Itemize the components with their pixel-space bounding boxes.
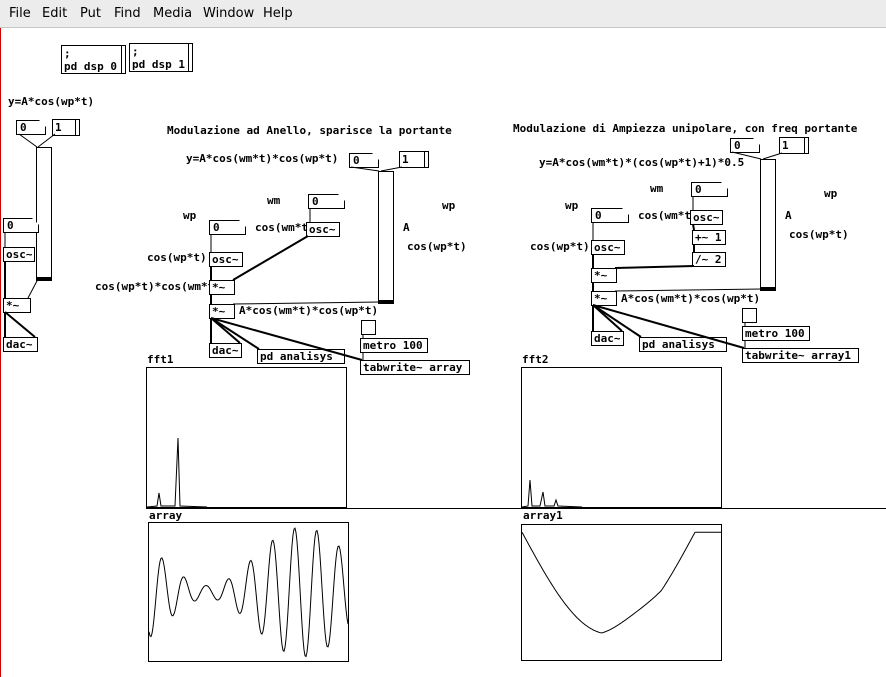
mid-number-wp[interactable]: 0: [209, 220, 246, 235]
fft1-label: fft1: [147, 353, 174, 366]
mid-dac[interactable]: dac~: [209, 343, 242, 358]
right-metro[interactable]: metro 100: [742, 326, 810, 341]
mid-osc-wm[interactable]: osc~: [306, 222, 340, 237]
left-formula: y=A*cos(wp*t): [8, 95, 95, 108]
right-pd-analisys[interactable]: pd analisys: [639, 337, 727, 352]
array-label: array: [149, 509, 183, 522]
right-osc-wm[interactable]: osc~: [690, 210, 723, 225]
right-wm-label: wm: [650, 182, 664, 195]
mid-metro[interactable]: metro 100: [360, 338, 428, 353]
mid-a-label: A: [403, 221, 410, 234]
right-tabwrite[interactable]: tabwrite~ array1: [742, 348, 859, 363]
array1-waveform: [521, 531, 721, 634]
left-message-1[interactable]: 1: [52, 119, 80, 136]
right-coswm-comment: cos(wm*t): [638, 209, 698, 222]
mid-number-a[interactable]: 0: [349, 153, 379, 168]
right-amplitude-slider[interactable]: [760, 159, 776, 291]
mid-title: Modulazione ad Anello, sparisce la porta…: [167, 124, 452, 137]
left-number-freq[interactable]: 0: [3, 218, 39, 233]
menu-file[interactable]: File: [9, 6, 31, 21]
mid-amplitude-slider[interactable]: [378, 171, 394, 304]
menu-bar: File Edit Put Find Media Window Help: [0, 0, 886, 28]
mid-wp-right-label: wp: [442, 199, 456, 212]
right-number-wm[interactable]: 0: [691, 182, 728, 197]
mid-wm-label: wm: [267, 194, 281, 207]
right-result-comment: A*cos(wm*t)*cos(wp*t): [621, 292, 761, 305]
left-amplitude-slider[interactable]: [36, 147, 52, 281]
fft2-label: fft2: [522, 353, 549, 366]
mid-multiply-2[interactable]: *~: [209, 304, 235, 319]
waveform-line: [148, 527, 349, 658]
mid-coswp-comment: cos(wp*t): [147, 251, 207, 264]
array-graph[interactable]: [148, 522, 349, 662]
mid-message-1[interactable]: 1: [399, 151, 429, 168]
right-multiply-1[interactable]: *~: [591, 268, 617, 283]
right-number-a[interactable]: 0: [730, 138, 760, 153]
right-coswp-right: cos(wp*t): [789, 228, 849, 241]
right-add[interactable]: +~ 1: [692, 230, 726, 245]
menu-media[interactable]: Media: [153, 6, 193, 21]
right-osc-wp[interactable]: osc~: [591, 240, 625, 255]
right-dac[interactable]: dac~: [591, 331, 624, 346]
window-edge: [0, 28, 1, 677]
mid-coswp-right: cos(wp*t): [407, 240, 467, 253]
right-wp-label: wp: [565, 199, 579, 212]
mid-osc-wp[interactable]: osc~: [209, 252, 243, 267]
left-dac[interactable]: dac~: [3, 337, 38, 352]
mid-coswm-comment: cos(wm*t): [255, 221, 315, 234]
mid-number-wm[interactable]: 0: [308, 194, 345, 209]
menu-put[interactable]: Put: [80, 6, 101, 21]
menu-window[interactable]: Window: [203, 6, 255, 21]
mid-multiply-1[interactable]: *~: [209, 280, 235, 295]
left-osc[interactable]: osc~: [3, 247, 35, 262]
menu-edit[interactable]: Edit: [42, 6, 68, 21]
right-multiply-2[interactable]: *~: [591, 291, 617, 306]
fft2-plot: [521, 479, 583, 508]
right-coswp-comment: cos(wp*t): [530, 240, 590, 253]
right-divide[interactable]: /~ 2: [692, 252, 726, 267]
mid-product-comment: cos(wp*t)*cos(wm*t): [95, 280, 221, 293]
fft1-plot: [146, 437, 208, 508]
patch-canvas[interactable]: ; pd dsp 0 ; pd dsp 1 y=A*cos(wp*t) 0 1 …: [0, 28, 886, 677]
left-number-a[interactable]: 0: [16, 120, 46, 135]
mid-tabwrite[interactable]: tabwrite~ array: [360, 360, 470, 375]
mid-pd-analisys[interactable]: pd analisys: [257, 349, 345, 364]
right-message-1[interactable]: 1: [779, 137, 809, 154]
right-a-label: A: [785, 209, 792, 222]
array1-label: array1: [523, 509, 563, 522]
fft1-graph[interactable]: [146, 367, 347, 508]
mid-formula: y=A*cos(wm*t)*cos(wp*t): [186, 152, 339, 165]
right-number-wp[interactable]: 0: [591, 208, 629, 223]
menu-find[interactable]: Find: [114, 6, 141, 21]
array1-graph[interactable]: [521, 524, 722, 661]
right-bang-icon[interactable]: [742, 308, 757, 323]
graph-divider: [146, 508, 886, 509]
right-title: Modulazione di Ampiezza unipolare, con f…: [513, 122, 858, 135]
menu-help[interactable]: Help: [263, 6, 293, 21]
right-wp-right-label: wp: [824, 187, 838, 200]
dsp-on-message[interactable]: ; pd dsp 1: [129, 43, 193, 72]
waveform-line: [521, 531, 721, 634]
mid-bang-icon[interactable]: [361, 320, 376, 335]
fft2-graph[interactable]: [521, 367, 722, 508]
mid-wp-label: wp: [183, 209, 197, 222]
dsp-off-message[interactable]: ; pd dsp 0: [61, 45, 126, 74]
right-formula: y=A*cos(wm*t)*(cos(wp*t)+1)*0.5: [539, 156, 745, 169]
array-waveform: [148, 527, 349, 658]
left-multiply[interactable]: *~: [3, 298, 31, 313]
mid-result-comment: A*cos(wm*t)*cos(wp*t): [239, 304, 379, 317]
